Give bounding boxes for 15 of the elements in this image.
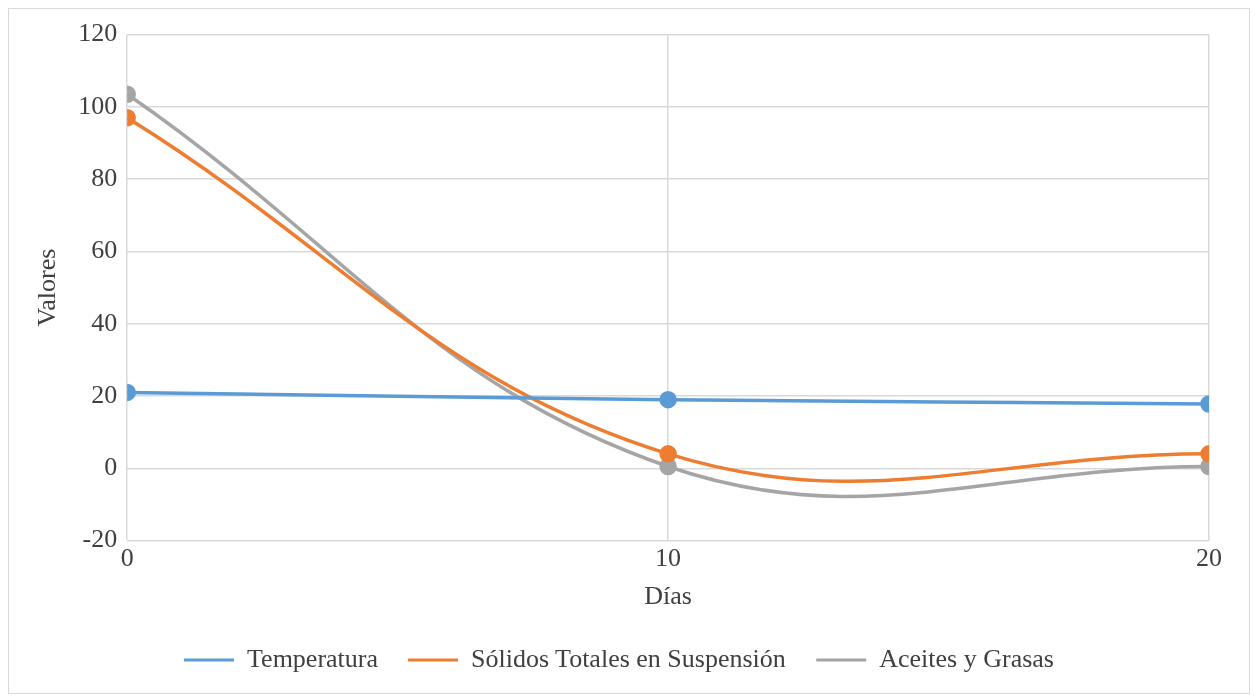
- y-tick-label: 40: [91, 307, 118, 337]
- y-tick-label: 80: [91, 163, 118, 192]
- y-tick-label: 120: [78, 18, 118, 48]
- x-tick-label: 10: [655, 543, 682, 573]
- y-tick-label: 60: [91, 235, 118, 265]
- y-tick-label: 20: [91, 379, 118, 409]
- y-tick-label: -20: [82, 524, 118, 554]
- y-axis-title: Valores: [32, 248, 62, 327]
- y-tick-label: 100: [78, 90, 118, 120]
- x-tick-label: 20: [1196, 543, 1222, 573]
- x-axis-title: Días: [644, 581, 692, 611]
- legend-label: Aceites y Grasas: [879, 643, 1054, 673]
- legend-label: Sólidos Totales en Suspensión: [471, 643, 786, 673]
- y-tick-label: 0: [104, 452, 118, 482]
- legend-label: Temperatura: [247, 643, 379, 673]
